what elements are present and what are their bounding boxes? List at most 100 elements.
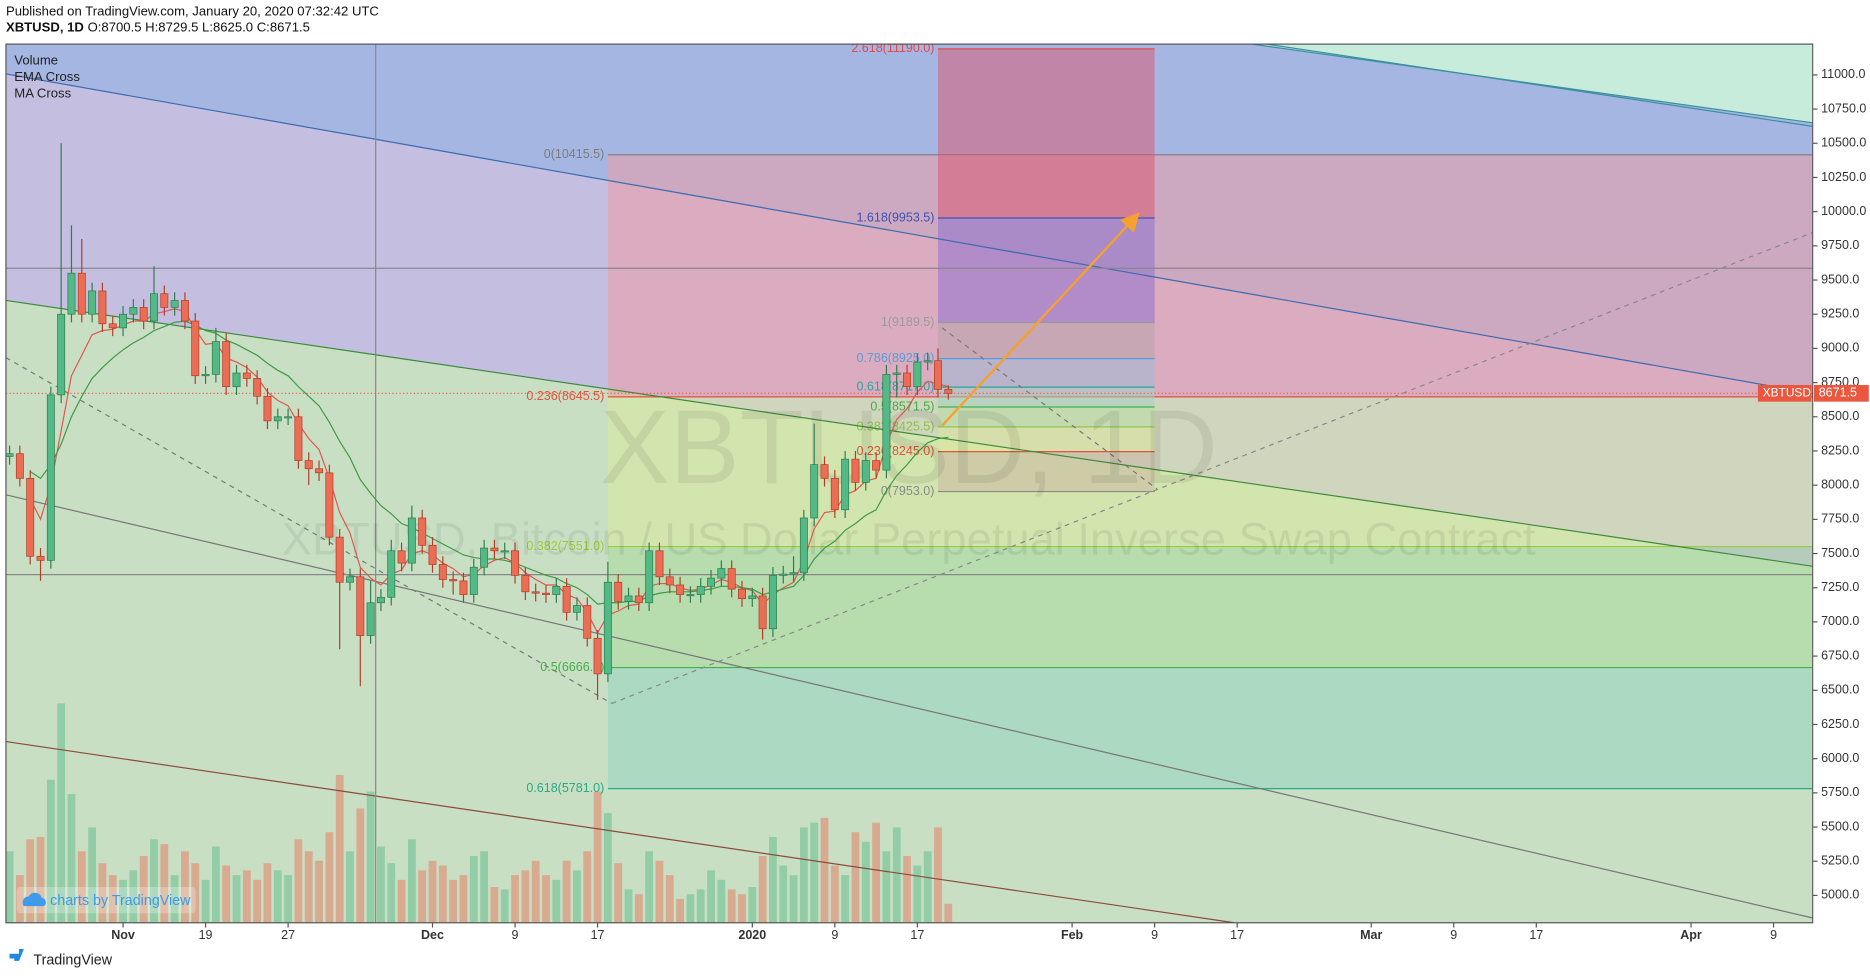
volume-bar <box>490 887 499 923</box>
volume-bar <box>15 875 24 923</box>
volume-bar <box>36 836 45 923</box>
candle-body <box>779 573 788 576</box>
x-tick-label: Nov <box>111 928 135 942</box>
fib-label: 0.236(8645.5) <box>526 389 604 403</box>
volume-bar <box>346 851 354 923</box>
x-tick-label: Mar <box>1360 928 1382 942</box>
candle-body <box>913 361 922 388</box>
candle-body <box>26 477 35 557</box>
candle-body <box>665 576 674 586</box>
candle-body <box>542 592 550 595</box>
candle-body <box>572 605 581 613</box>
x-tick-label: 17 <box>1529 928 1543 942</box>
volume-bar <box>139 856 148 923</box>
x-tick-label: 9 <box>1450 928 1457 942</box>
volume-bar <box>738 894 746 923</box>
candle-body <box>789 572 798 575</box>
candle-body <box>315 468 324 474</box>
footer-text: TradingView <box>33 953 112 969</box>
fib-zone <box>607 667 1813 789</box>
volume-bar <box>686 894 695 923</box>
candle-body <box>861 460 870 483</box>
volume-bar <box>201 879 210 923</box>
volume-bar <box>26 839 35 923</box>
volume-bar <box>913 865 922 923</box>
candle-body <box>603 581 612 675</box>
volume-bar <box>150 839 158 923</box>
volume <box>5 703 953 923</box>
candle-body <box>892 372 901 375</box>
drawings <box>5 44 1813 923</box>
volume-bar <box>789 875 798 923</box>
volume-bar <box>748 887 757 923</box>
candle-body <box>810 464 819 519</box>
candle-body <box>139 307 148 322</box>
volume-bar <box>242 870 251 923</box>
candle-body <box>170 300 179 308</box>
x-tick-label: 9 <box>1151 928 1158 942</box>
candle-body <box>191 320 200 377</box>
symbol: XBTUSD, 1D <box>6 20 84 35</box>
fib-zone <box>937 451 1155 492</box>
symbol-line: XBTUSD, 1D O:8700.5 H:8729.5 L:8625.0 C:… <box>6 20 310 35</box>
y-tick-label: 6000.0 <box>1821 751 1859 765</box>
candle-body <box>242 372 251 379</box>
projection-arrow <box>941 212 1140 427</box>
fib-zone <box>937 322 1155 359</box>
candle-body <box>562 585 571 613</box>
candle-body <box>707 577 716 587</box>
channel-line <box>5 494 1813 919</box>
volume-bar <box>707 870 715 923</box>
y-tick-label: 10250.0 <box>1821 170 1866 184</box>
candle-body <box>758 595 767 630</box>
candle-body <box>98 290 107 325</box>
y-tick-label: 8000.0 <box>1821 477 1859 491</box>
volume-bar <box>562 860 571 923</box>
watermark: XBTUSD, 1D XBTUSD, Bitcoin / US Dollar P… <box>282 389 1536 564</box>
volume-bar <box>129 870 138 923</box>
y-tick-label: 8500.0 <box>1821 409 1859 423</box>
volume-bar <box>57 703 66 923</box>
fib-label: 0(10415.5) <box>544 147 605 161</box>
candle-body <box>67 272 76 315</box>
candle-body <box>253 378 262 397</box>
candle-body <box>696 585 705 595</box>
candle-body <box>841 458 850 511</box>
candle-body <box>903 372 912 388</box>
candle-body <box>552 585 561 595</box>
badge-bg <box>16 887 196 914</box>
volume-bar <box>170 875 179 923</box>
candle-body <box>727 568 736 590</box>
y-tick-label: 5750.0 <box>1821 785 1859 799</box>
channel-line <box>5 299 1813 567</box>
channel-line <box>5 73 1813 395</box>
fib-zone <box>607 396 1813 547</box>
y-tick-label: 10000.0 <box>1821 204 1866 218</box>
volume-bar <box>892 827 901 923</box>
candle-body <box>294 416 303 461</box>
fib-zone <box>607 546 1813 668</box>
volume-bar <box>294 839 303 923</box>
ohlc: O:8700.5 H:8729.5 L:8625.0 C:8671.5 <box>88 20 310 35</box>
volume-bar <box>603 813 612 923</box>
trend-line <box>941 327 1158 490</box>
watermark-symbol: XBTUSD, 1D <box>600 389 1218 506</box>
x-tick-label: 9 <box>831 928 838 942</box>
candle-body <box>748 595 757 600</box>
volume-bar <box>418 870 427 923</box>
candle-body <box>531 591 540 594</box>
volume-bar <box>98 863 107 923</box>
fib-label: 0(7953.0) <box>881 484 935 498</box>
volume-bar <box>923 851 932 923</box>
y-tick-label: 7750.0 <box>1821 512 1859 526</box>
fib-zone <box>937 358 1155 388</box>
candle-body <box>57 313 66 396</box>
candle-body <box>676 584 685 595</box>
volume-bar <box>459 875 468 923</box>
y-tick-label: 6750.0 <box>1821 648 1859 662</box>
candle-body <box>934 360 942 390</box>
candle-body <box>469 566 478 595</box>
last-price-label: 8671.5 <box>1819 386 1857 400</box>
legend-entry: EMA Cross <box>14 69 80 84</box>
last-price-tag <box>1813 384 1869 402</box>
